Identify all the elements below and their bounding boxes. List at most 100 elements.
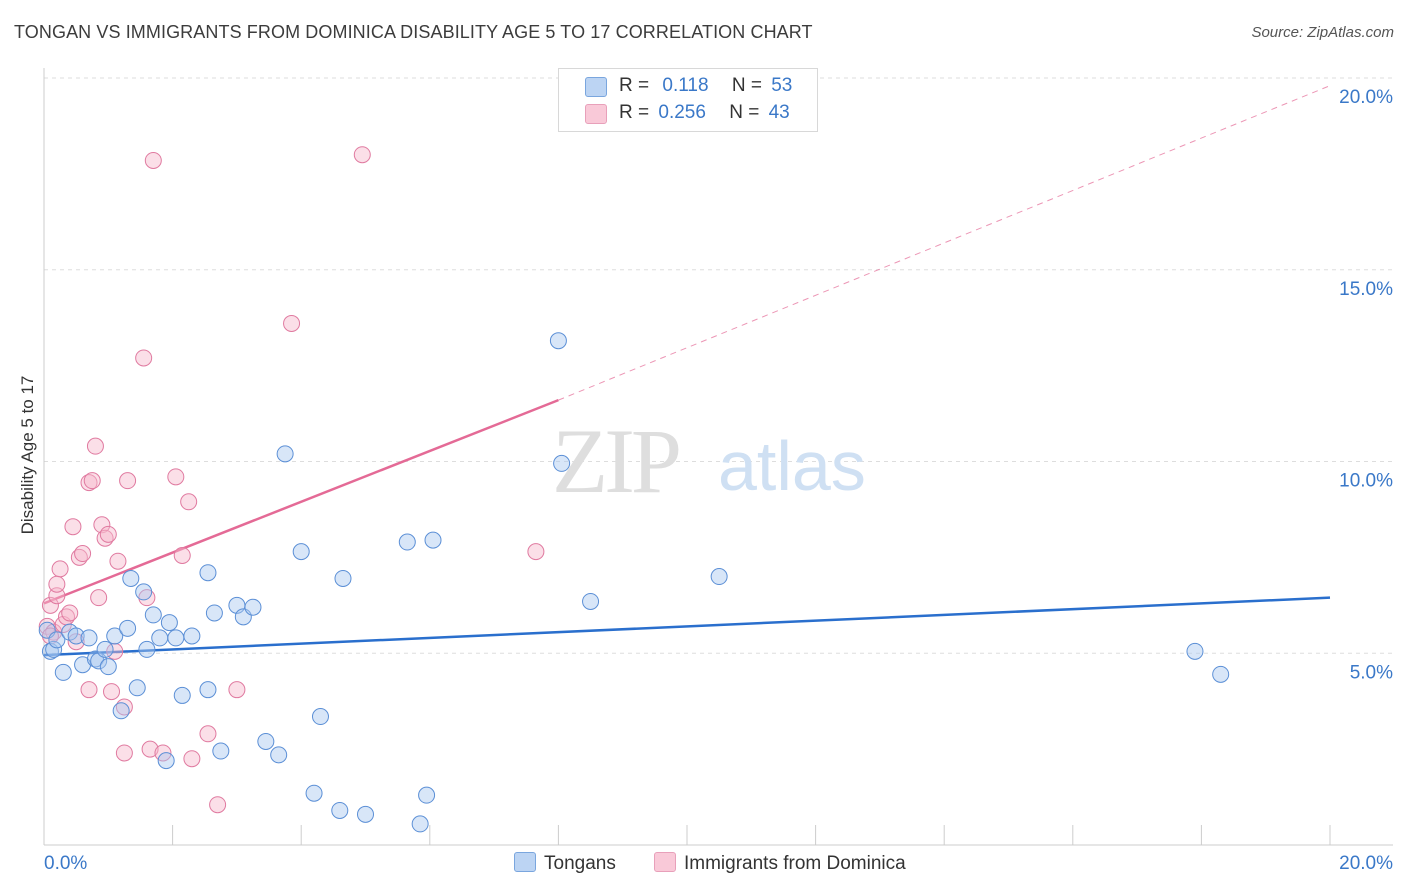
dominica-point: [109, 552, 127, 570]
tongans-point: [357, 805, 374, 823]
tongans-point: [418, 786, 436, 804]
tongans-point: [138, 640, 156, 658]
tongans-point: [99, 658, 117, 676]
dominica-point: [119, 472, 137, 490]
y-tick-label: 10.0%: [1339, 471, 1393, 492]
dominica-point: [135, 349, 153, 367]
tongans-point: [311, 708, 329, 726]
stats-legend: R = 0.118 N = 53 R = 0.256 N = 43: [558, 68, 818, 132]
legend-stats-dominica: R = 0.256 N = 43: [619, 102, 790, 124]
tongans-point: [151, 629, 169, 647]
x-tick-label: 20.0%: [1339, 853, 1393, 874]
dominica-point: [167, 468, 185, 486]
tongans-point: [96, 640, 114, 658]
dominica-point: [80, 681, 98, 699]
tongans-trend-line: [43, 596, 1331, 657]
dominica-point: [353, 146, 371, 164]
dominica-point: [61, 604, 79, 622]
dominica-legend-swatch: [654, 852, 676, 872]
grid-lines: [44, 77, 1393, 654]
tongans-point: [119, 619, 137, 637]
dominica-point: [199, 725, 217, 743]
dominica-point: [64, 518, 82, 536]
r-value: 0.256: [658, 102, 706, 123]
tongans-point: [424, 531, 442, 549]
tongans-point: [112, 702, 130, 720]
bottom-legend-dominica: Immigrants from Dominica: [654, 852, 906, 875]
dominica-point: [48, 587, 66, 605]
dominica-point: [93, 516, 111, 534]
dominica-point: [90, 589, 108, 607]
tongans-point: [292, 543, 310, 561]
y-tick-label: 15.0%: [1339, 279, 1393, 300]
legend-label: Immigrants from Dominica: [684, 853, 906, 874]
tongans-point: [334, 569, 352, 587]
tongans-point: [212, 742, 230, 760]
tick-labels: 5.0% 10.0% 15.0% 20.0% 0.0% 20.0%: [44, 87, 1393, 874]
dominica-point: [138, 589, 156, 607]
tongans-point: [549, 332, 567, 350]
tongans-point: [199, 681, 217, 699]
dominica-point: [86, 437, 104, 455]
tongans-legend-swatch: [514, 852, 536, 872]
dominica-point: [527, 543, 545, 561]
watermark-zip: ZIP: [552, 410, 679, 512]
tongans-point: [331, 801, 349, 819]
dominica-point: [283, 314, 301, 332]
tongans-point: [276, 445, 294, 463]
y-tick-label: 5.0%: [1350, 662, 1393, 683]
dominica-point: [51, 560, 69, 578]
tongans-point: [710, 568, 728, 586]
tongans-point: [160, 614, 178, 632]
dominica-trend-extension: [558, 85, 1331, 401]
legend-stats-tongans: R = 0.118 N = 53: [619, 75, 792, 97]
tongans-point: [1186, 642, 1204, 660]
tongans-point: [1212, 665, 1230, 683]
data-points: [38, 146, 1230, 833]
tongans-point: [411, 815, 429, 833]
chart-source: Source: ZipAtlas.com: [1251, 24, 1394, 41]
tongans-point: [270, 746, 288, 764]
tongans-point: [48, 631, 66, 649]
tongans-point: [205, 604, 223, 622]
tongans-point: [398, 533, 416, 551]
dominica-point: [80, 474, 98, 492]
tongans-point: [199, 564, 217, 582]
tongans-point: [257, 732, 275, 750]
r-value: 0.118: [662, 75, 709, 96]
tongans-point: [173, 686, 191, 704]
dominica-point: [173, 546, 191, 564]
tongans-point: [305, 784, 323, 802]
y-tick-label: 20.0%: [1339, 87, 1393, 108]
tongans-point: [122, 569, 140, 587]
tongans-point: [128, 679, 146, 697]
legend-label: Tongans: [544, 853, 616, 874]
dominica-point: [141, 740, 159, 758]
tongans-point: [553, 454, 571, 472]
tongans-point: [144, 606, 162, 624]
n-value: 53: [771, 75, 793, 96]
watermark: ZIP atlas: [552, 410, 866, 512]
dominica-point: [144, 151, 162, 169]
tongans-point: [582, 592, 600, 610]
tongans-point: [67, 627, 85, 645]
dominica-point: [180, 493, 198, 511]
dominica-point: [48, 575, 66, 593]
axes: [43, 68, 1393, 846]
n-label: N =: [731, 75, 762, 96]
trend-lines: [43, 85, 1331, 657]
tongans-swatch: [585, 77, 607, 97]
dominica-point: [209, 796, 227, 814]
dominica-point: [83, 472, 101, 490]
dominica-point: [41, 596, 59, 614]
tongans-point: [183, 627, 201, 645]
tongans-point: [244, 598, 262, 616]
x-tick-label: 0.0%: [44, 853, 87, 874]
bottom-legend-tongans: Tongans: [514, 852, 616, 875]
tongans-point: [167, 629, 185, 647]
chart-title: TONGAN VS IMMIGRANTS FROM DOMINICA DISAB…: [14, 22, 813, 42]
dominica-point: [103, 683, 121, 701]
y-axis-label: Disability Age 5 to 17: [18, 375, 37, 535]
tongans-point: [106, 627, 124, 645]
